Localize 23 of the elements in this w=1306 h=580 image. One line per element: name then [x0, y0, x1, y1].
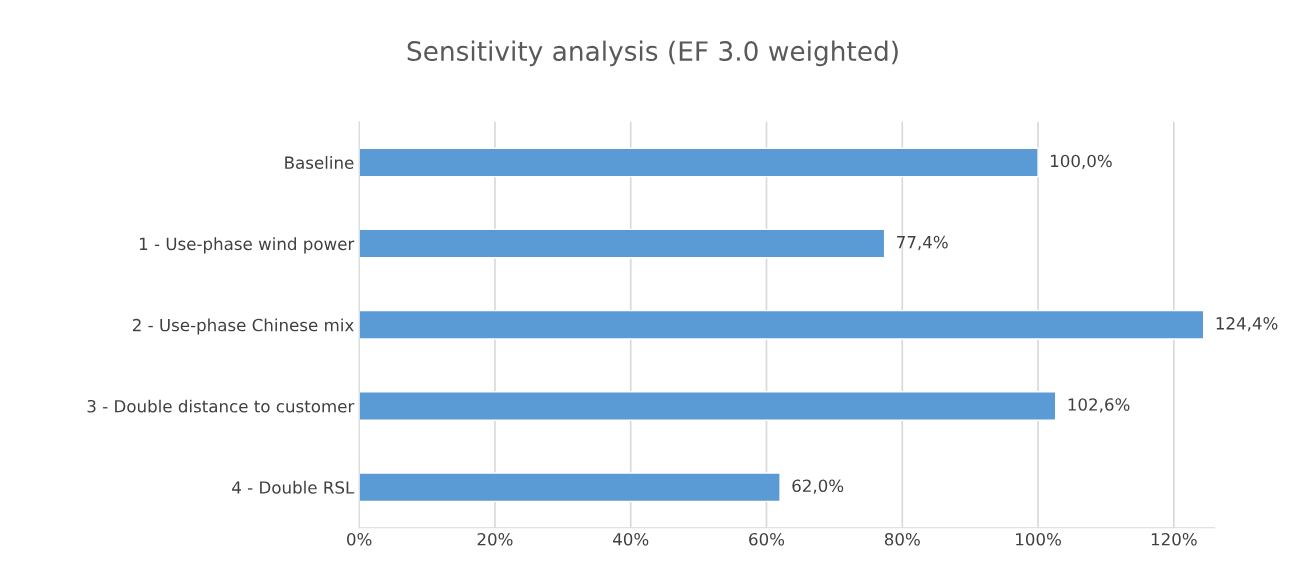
- data-label: 124,4%: [1216, 317, 1278, 332]
- bar: [359, 147, 1039, 178]
- chart-title: Sensitivity analysis (EF 3.0 weighted): [407, 40, 898, 67]
- y-tick-label: Baseline: [285, 156, 354, 169]
- x-tick-label: 40%: [613, 532, 649, 546]
- x-tick-label: 0%: [347, 532, 372, 546]
- bar: [359, 472, 781, 503]
- bar: [359, 391, 1057, 421]
- data-label: 77,4%: [897, 235, 948, 251]
- bar: [359, 228, 886, 259]
- x-tick-label: 100%: [1016, 532, 1061, 546]
- y-tick-label: 1 - Use-phase wind power: [139, 237, 355, 254]
- x-tick-label: 120%: [1151, 532, 1197, 546]
- y-tick-label: 3 - Double distance to customer: [87, 399, 355, 413]
- x-tick-label: 60%: [749, 532, 785, 546]
- y-tick-label: 2 - Use-phase Chinese mix: [132, 318, 354, 335]
- x-tick-label: 20%: [477, 532, 513, 546]
- bar: [359, 309, 1205, 340]
- data-label: 102,6%: [1068, 398, 1130, 413]
- data-label: 62,0%: [792, 479, 844, 494]
- x-tick-label: 80%: [884, 532, 920, 546]
- y-tick-label: 4 - Double RSL: [232, 480, 355, 494]
- data-label: 100,0%: [1051, 154, 1112, 169]
